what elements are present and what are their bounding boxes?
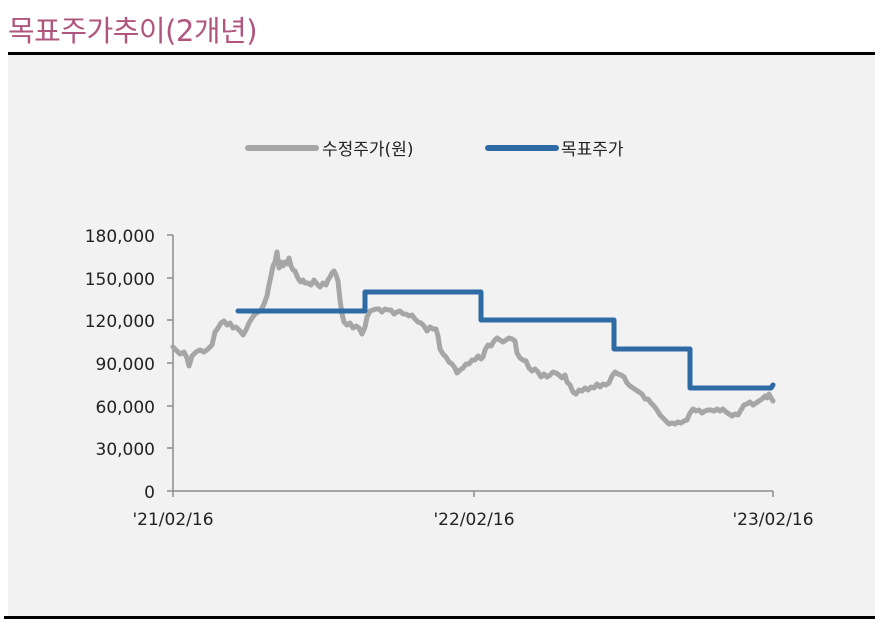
bottom-divider	[4, 616, 875, 619]
y-axis-labels: 180,000 150,000 120,000 90,000 60,000 30…	[85, 227, 155, 503]
adjusted-price-line	[170, 249, 776, 427]
x-tick-label: '23/02/16	[732, 510, 813, 530]
y-tick-label: 150,000	[85, 270, 155, 290]
top-divider	[8, 52, 875, 55]
y-tick-label: 120,000	[85, 312, 155, 332]
chart-title: 목표주가추이(2개년)	[8, 14, 258, 48]
legend: 수정주가(원) 목표주가	[245, 140, 624, 160]
y-tick-label: 180,000	[85, 227, 155, 247]
x-tick-label: '22/02/16	[433, 510, 514, 530]
y-tick-label: 0	[144, 483, 155, 503]
y-tick-label: 90,000	[96, 355, 155, 375]
x-axis-labels: '21/02/16 '22/02/16 '23/02/16	[132, 510, 813, 530]
y-tick-label: 30,000	[96, 440, 155, 460]
x-tick-label: '21/02/16	[132, 510, 213, 530]
legend-label-target: 목표주가	[561, 140, 624, 160]
target-price-line	[235, 289, 776, 391]
x-axis	[172, 490, 774, 497]
chart-panel	[8, 55, 875, 616]
legend-label-price: 수정주가(원)	[322, 140, 413, 160]
y-axis	[167, 234, 174, 492]
y-tick-label: 60,000	[96, 398, 155, 418]
